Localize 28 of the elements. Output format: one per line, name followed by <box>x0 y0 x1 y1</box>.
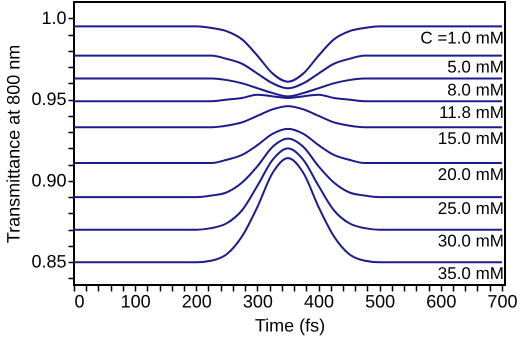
x-axis-title: Time (fs) <box>254 316 326 336</box>
series-label: 25.0 mM <box>438 199 504 218</box>
y-tick-label: 0.85 <box>31 252 66 272</box>
series-label: 30.0 mM <box>438 232 504 251</box>
x-tick-label: 500 <box>365 292 396 312</box>
series-label: C =1.0 mM <box>420 28 504 48</box>
series-label: 20.0 mM <box>438 165 504 184</box>
series-label: 5.0 mM <box>447 58 504 77</box>
line-series <box>74 25 503 83</box>
x-tick-label: 100 <box>120 292 151 312</box>
line-series <box>74 147 503 231</box>
series-label: 15.0 mM <box>438 129 504 148</box>
x-tick-label: 200 <box>182 292 212 312</box>
x-tick-label: 600 <box>426 292 456 312</box>
y-tick-label: 1.0 <box>41 8 66 28</box>
x-tick-label: 0 <box>74 292 85 312</box>
series-label: 8.0 mM <box>447 80 504 100</box>
line-series <box>74 105 503 128</box>
y-axis-title: Transmittance at 800 nm <box>3 44 24 244</box>
x-tick-label: 700 <box>487 292 518 312</box>
y-tick-label: 0.95 <box>31 89 66 110</box>
series-label: 11.8 mM <box>439 103 504 122</box>
line-series <box>74 157 503 264</box>
y-tick-label: 0.90 <box>31 170 66 190</box>
line-series <box>74 128 503 164</box>
series-label: 35.0 mM <box>438 264 504 284</box>
x-tick-label: 400 <box>304 292 334 312</box>
x-tick-label: 300 <box>242 292 273 312</box>
